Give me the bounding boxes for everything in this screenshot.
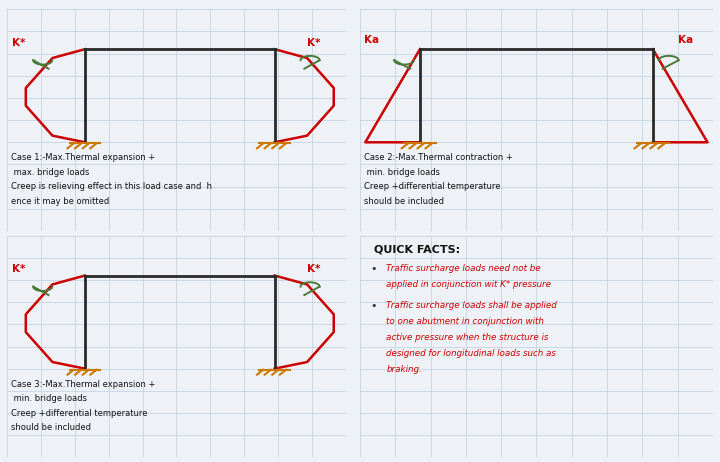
Text: Creep +differential temperature: Creep +differential temperature <box>364 182 500 191</box>
Text: •: • <box>371 301 377 311</box>
Text: Creep +differential temperature: Creep +differential temperature <box>11 408 147 418</box>
Text: min. bridge loads: min. bridge loads <box>364 168 439 177</box>
Text: K*: K* <box>12 38 26 48</box>
Text: ence it may be omitted: ence it may be omitted <box>11 197 109 206</box>
Text: active pressure when the structure is: active pressure when the structure is <box>387 333 549 342</box>
Text: Traffic surcharge loads need not be: Traffic surcharge loads need not be <box>387 264 541 274</box>
Text: K*: K* <box>307 264 320 274</box>
Text: designed for longitudinal loads such as: designed for longitudinal loads such as <box>387 349 557 358</box>
Text: to one abutment in conjunction with: to one abutment in conjunction with <box>387 317 544 326</box>
Text: K*: K* <box>12 264 26 274</box>
Text: should be included: should be included <box>11 423 91 432</box>
Text: Case 1:-Max.Thermal expansion +: Case 1:-Max.Thermal expansion + <box>11 153 155 162</box>
Text: should be included: should be included <box>364 197 444 206</box>
Text: QUICK FACTS:: QUICK FACTS: <box>374 244 460 255</box>
Text: Ka: Ka <box>678 35 693 44</box>
Text: Creep is relieving effect in this load case and  h: Creep is relieving effect in this load c… <box>11 182 212 191</box>
Text: applied in conjunction wit K* pressure: applied in conjunction wit K* pressure <box>387 280 552 289</box>
Text: •: • <box>371 264 377 274</box>
Text: braking.: braking. <box>387 365 422 374</box>
Text: max. bridge loads: max. bridge loads <box>11 168 89 177</box>
Text: K*: K* <box>307 38 320 48</box>
Text: Case 3:-Max.Thermal expansion +: Case 3:-Max.Thermal expansion + <box>11 380 155 389</box>
Text: Case 2:-Max.Thermal contraction +: Case 2:-Max.Thermal contraction + <box>364 153 512 162</box>
Text: min. bridge loads: min. bridge loads <box>11 394 86 403</box>
Text: Traffic surcharge loads shall be applied: Traffic surcharge loads shall be applied <box>387 301 557 310</box>
Text: Ka: Ka <box>364 35 379 44</box>
